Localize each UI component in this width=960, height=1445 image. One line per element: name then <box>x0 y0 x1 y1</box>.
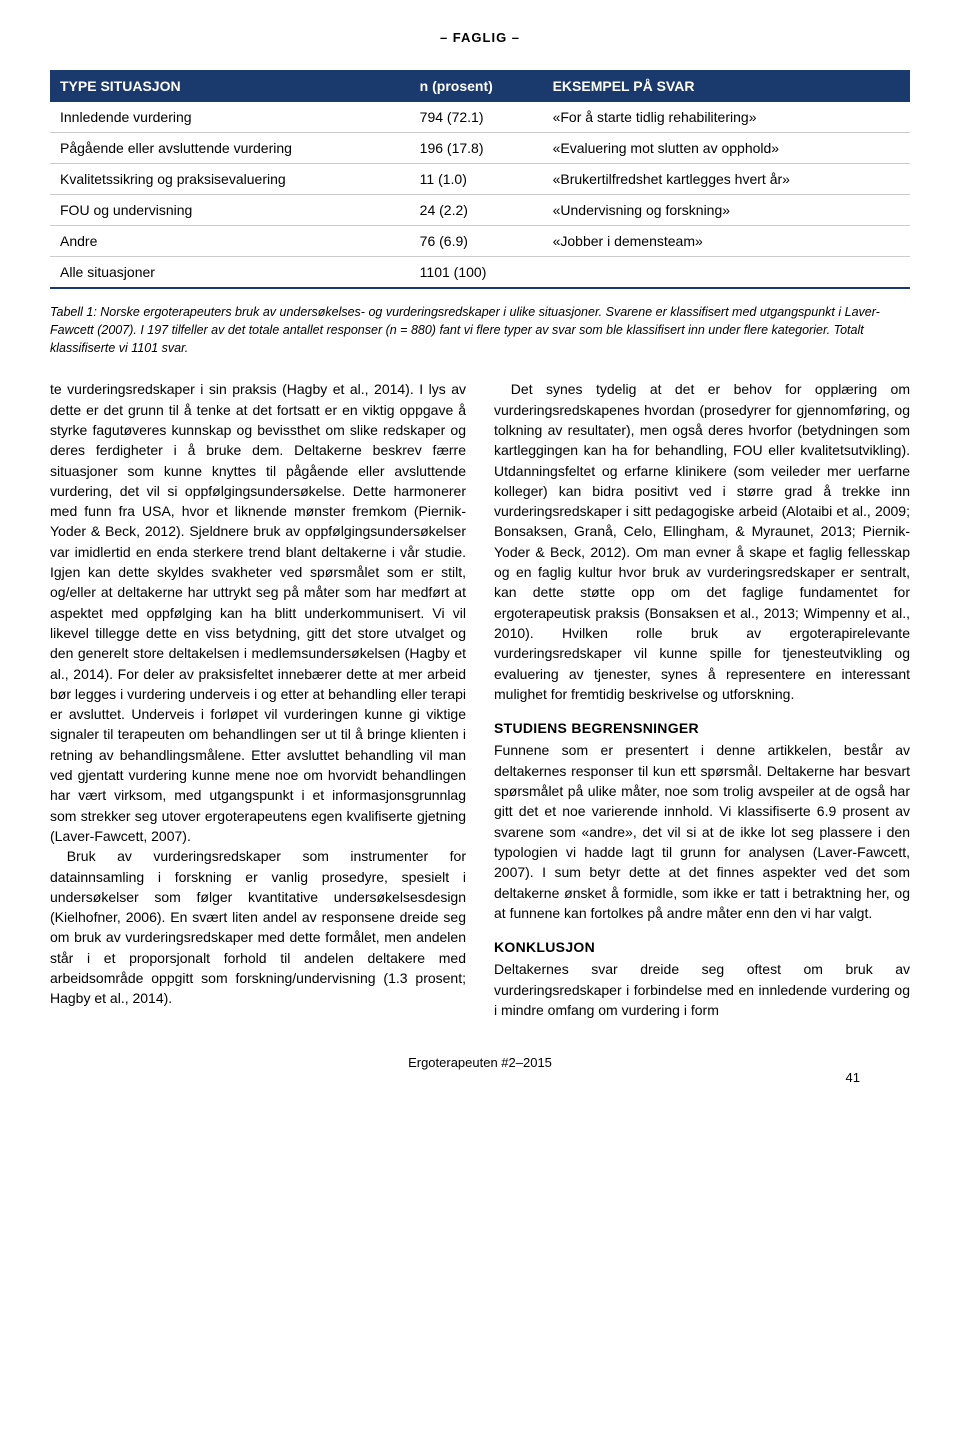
two-column-body: te vurderingsredskaper i sin praksis (Ha… <box>50 379 910 1020</box>
footer: Ergoterapeuten #2–2015 41 <box>50 1055 910 1073</box>
table-row: Pågående eller avsluttende vurdering196 … <box>50 133 910 164</box>
table-cell: FOU og undervisning <box>50 195 410 226</box>
table-cell: «For å starte tidlig rehabilitering» <box>543 102 910 133</box>
body-paragraph: te vurderingsredskaper i sin praksis (Ha… <box>50 379 466 846</box>
data-table: TYPE SITUASJON n (prosent) EKSEMPEL PÅ S… <box>50 70 910 289</box>
table-row: FOU og undervisning24 (2.2)«Undervisning… <box>50 195 910 226</box>
table-header-row: TYPE SITUASJON n (prosent) EKSEMPEL PÅ S… <box>50 70 910 102</box>
col-header-2: EKSEMPEL PÅ SVAR <box>543 70 910 102</box>
table-cell: Innledende vurdering <box>50 102 410 133</box>
table-cell: «Jobber i demensteam» <box>543 226 910 257</box>
table-cell: «Undervisning og forskning» <box>543 195 910 226</box>
table-cell: «Brukertilfredshet kartlegges hvert år» <box>543 164 910 195</box>
table-cell: 76 (6.9) <box>410 226 543 257</box>
body-paragraph: Bruk av vurderingsredskaper som instrume… <box>50 846 466 1008</box>
table-caption: Tabell 1: Norske ergoterapeuters bruk av… <box>50 303 910 357</box>
col-header-1: n (prosent) <box>410 70 543 102</box>
table-cell: 794 (72.1) <box>410 102 543 133</box>
body-paragraph: Funnene som er presentert i denne artikk… <box>494 740 910 923</box>
col-header-0: TYPE SITUASJON <box>50 70 410 102</box>
table-cell: Pågående eller avsluttende vurdering <box>50 133 410 164</box>
table-cell: 24 (2.2) <box>410 195 543 226</box>
subheading-konklusjon: KONKLUSJON <box>494 937 910 957</box>
table-cell: Kvalitetssikring og praksisevaluering <box>50 164 410 195</box>
table-cell: 11 (1.0) <box>410 164 543 195</box>
section-label: – FAGLIG – <box>50 30 910 45</box>
subheading-begrensninger: STUDIENS BEGRENSNINGER <box>494 718 910 738</box>
table-cell: 196 (17.8) <box>410 133 543 164</box>
right-column: Det synes tydelig at det er behov for op… <box>494 379 910 1020</box>
table-cell: «Evaluering mot slutten av opphold» <box>543 133 910 164</box>
left-column: te vurderingsredskaper i sin praksis (Ha… <box>50 379 466 1020</box>
footer-center: Ergoterapeuten #2–2015 <box>50 1055 910 1070</box>
table-cell: 1101 (100) <box>410 257 543 289</box>
table-cell: Alle situasjoner <box>50 257 410 289</box>
table-cell <box>543 257 910 289</box>
body-paragraph: Det synes tydelig at det er behov for op… <box>494 379 910 704</box>
table-row: Kvalitetssikring og praksisevaluering11 … <box>50 164 910 195</box>
table-row: Innledende vurdering794 (72.1)«For å sta… <box>50 102 910 133</box>
table-row: Andre76 (6.9)«Jobber i demensteam» <box>50 226 910 257</box>
body-paragraph: Deltakernes svar dreide seg oftest om br… <box>494 959 910 1020</box>
page-number: 41 <box>846 1070 860 1085</box>
table-cell: Andre <box>50 226 410 257</box>
table-row: Alle situasjoner1101 (100) <box>50 257 910 289</box>
